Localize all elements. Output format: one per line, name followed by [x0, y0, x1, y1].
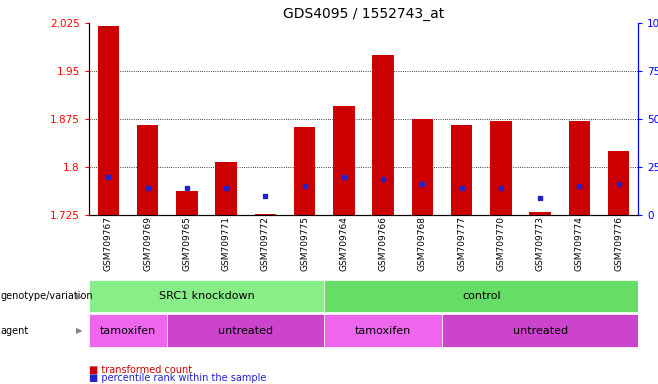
Bar — [255, 214, 276, 215]
Bar — [372, 55, 394, 215]
Title: GDS4095 / 1552743_at: GDS4095 / 1552743_at — [283, 7, 444, 21]
Bar — [608, 151, 630, 215]
Bar — [215, 162, 237, 215]
Text: ■ percentile rank within the sample: ■ percentile rank within the sample — [89, 373, 266, 383]
Bar — [137, 126, 159, 215]
Bar — [89, 314, 167, 347]
Bar — [324, 280, 638, 312]
Bar — [412, 119, 433, 215]
Bar — [294, 127, 315, 215]
Text: control: control — [462, 291, 501, 301]
Text: ▶: ▶ — [76, 326, 82, 335]
Text: ■ transformed count: ■ transformed count — [89, 365, 192, 375]
Text: agent: agent — [1, 326, 29, 336]
Bar — [167, 314, 324, 347]
Text: genotype/variation: genotype/variation — [1, 291, 93, 301]
Bar — [569, 121, 590, 215]
Text: ▶: ▶ — [76, 291, 82, 301]
Text: tamoxifen: tamoxifen — [355, 326, 411, 336]
Bar — [451, 126, 472, 215]
Bar — [333, 106, 355, 215]
Text: untreated: untreated — [513, 326, 568, 336]
Text: SRC1 knockdown: SRC1 knockdown — [159, 291, 255, 301]
Bar — [490, 121, 512, 215]
Bar — [89, 280, 324, 312]
Bar — [176, 191, 198, 215]
Bar — [324, 314, 442, 347]
Bar — [97, 26, 119, 215]
Bar — [442, 314, 638, 347]
Text: tamoxifen: tamoxifen — [100, 326, 156, 336]
Text: untreated: untreated — [218, 326, 273, 336]
Bar — [529, 212, 551, 215]
